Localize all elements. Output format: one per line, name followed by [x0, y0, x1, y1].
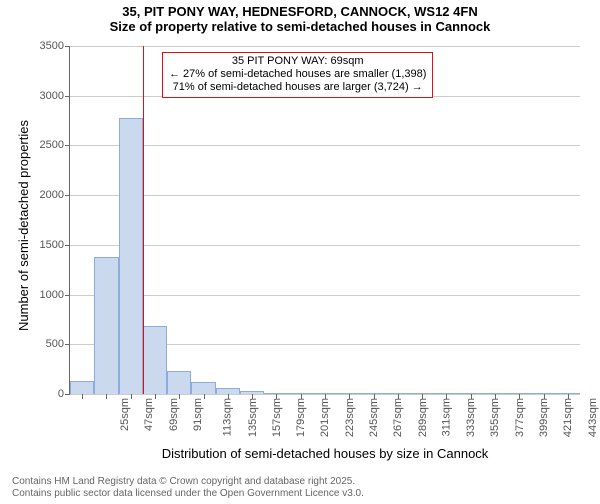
x-tick-mark: [446, 394, 447, 399]
chart-container: 35, PIT PONY WAY, HEDNESFORD, CANNOCK, W…: [0, 4, 600, 504]
annotation-line: ← 27% of semi-detached houses are smalle…: [169, 68, 426, 81]
x-tick-label: 69sqm: [168, 398, 180, 431]
footer-line1: Contains HM Land Registry data © Crown c…: [12, 476, 364, 488]
x-tick-mark: [519, 394, 520, 399]
x-axis-title: Distribution of semi-detached houses by …: [70, 446, 580, 461]
annotation-line: 71% of semi-detached houses are larger (…: [169, 81, 426, 94]
x-tick-label: 201sqm: [320, 398, 332, 437]
y-tick-label: 0: [58, 388, 70, 400]
x-tick-mark: [349, 394, 350, 399]
x-tick-label: 113sqm: [222, 398, 234, 436]
plot-area: 050010001500200025003000350025sqm47sqm69…: [70, 46, 580, 394]
x-tick-label: 267sqm: [392, 398, 404, 437]
grid-line: [70, 295, 580, 296]
x-tick-label: 25sqm: [119, 398, 131, 431]
grid-line: [70, 245, 580, 246]
x-tick-label: 377sqm: [514, 398, 526, 437]
x-tick-label: 223sqm: [344, 398, 356, 437]
x-tick-label: 245sqm: [368, 398, 380, 437]
x-tick-mark: [228, 394, 229, 399]
x-tick-mark: [471, 394, 472, 399]
y-tick-label: 3500: [40, 40, 70, 52]
histogram-bar: [70, 381, 94, 394]
x-tick-mark: [495, 394, 496, 399]
annotation-box: 35 PIT PONY WAY: 69sqm← 27% of semi-deta…: [162, 52, 433, 98]
x-tick-mark: [398, 394, 399, 399]
histogram-bar: [191, 382, 215, 394]
y-tick-label: 1500: [40, 239, 70, 251]
x-tick-mark: [276, 394, 277, 399]
x-tick-label: 333sqm: [465, 398, 477, 437]
x-tick-mark: [422, 394, 423, 399]
chart-title-line1: 35, PIT PONY WAY, HEDNESFORD, CANNOCK, W…: [0, 4, 600, 19]
x-tick-label: 135sqm: [247, 398, 259, 437]
x-tick-mark: [204, 394, 205, 399]
x-tick-label: 179sqm: [295, 398, 307, 437]
chart-title-line2: Size of property relative to semi-detach…: [0, 19, 600, 34]
y-tick-label: 500: [46, 338, 70, 350]
y-tick-label: 2500: [40, 139, 70, 151]
x-tick-mark: [131, 394, 132, 399]
x-tick-label: 311sqm: [440, 398, 452, 436]
x-tick-mark: [374, 394, 375, 399]
x-tick-label: 399sqm: [538, 398, 550, 437]
x-tick-mark: [325, 394, 326, 399]
x-tick-mark: [301, 394, 302, 399]
grid-line: [70, 195, 580, 196]
histogram-bar: [167, 371, 191, 394]
x-tick-mark: [82, 394, 83, 399]
subject-property-line: [143, 46, 144, 394]
x-tick-mark: [252, 394, 253, 399]
y-tick-label: 3000: [40, 90, 70, 102]
y-tick-label: 1000: [40, 289, 70, 301]
x-tick-mark: [179, 394, 180, 399]
x-tick-label: 157sqm: [271, 398, 283, 437]
x-tick-label: 91sqm: [192, 398, 204, 431]
y-tick-label: 2000: [40, 189, 70, 201]
x-tick-label: 355sqm: [490, 398, 502, 437]
x-tick-mark: [155, 394, 156, 399]
x-tick-label: 289sqm: [417, 398, 429, 437]
grid-line: [70, 46, 580, 47]
annotation-line: 35 PIT PONY WAY: 69sqm: [169, 55, 426, 68]
x-tick-label: 443sqm: [587, 398, 599, 437]
histogram-bar: [119, 118, 143, 394]
x-tick-mark: [106, 394, 107, 399]
x-tick-mark: [544, 394, 545, 399]
footer-line2: Contains public sector data licensed und…: [12, 488, 364, 500]
x-tick-label: 421sqm: [562, 398, 574, 437]
x-tick-mark: [568, 394, 569, 399]
y-axis-title: Number of semi-detached properties: [16, 120, 31, 331]
histogram-bar: [94, 257, 118, 394]
histogram-bar: [143, 326, 167, 394]
grid-line: [70, 145, 580, 146]
x-tick-label: 47sqm: [143, 398, 155, 431]
footer-attribution: Contains HM Land Registry data © Crown c…: [0, 476, 364, 500]
